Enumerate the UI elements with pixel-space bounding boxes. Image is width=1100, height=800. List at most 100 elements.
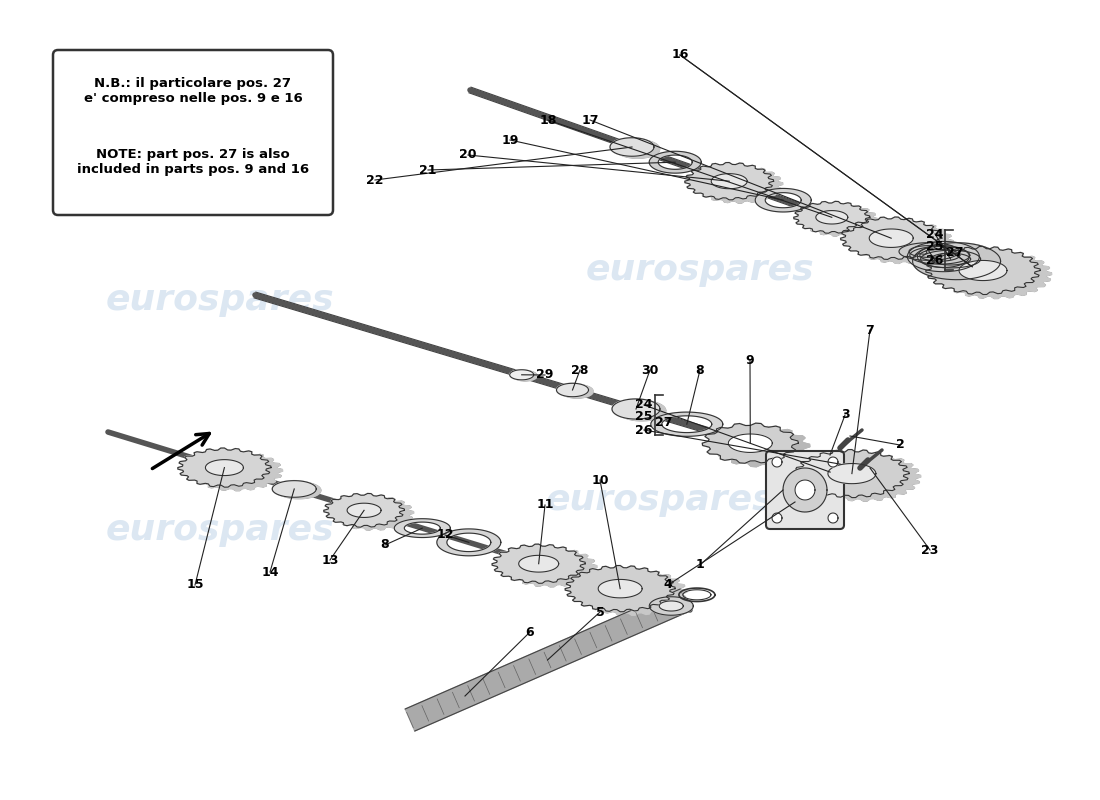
Text: 13: 13 <box>321 554 339 566</box>
Text: 5: 5 <box>595 606 604 618</box>
Text: 7: 7 <box>866 323 874 337</box>
Text: N.B.: il particolare pos. 27
e' compreso nelle pos. 9 e 16: N.B.: il particolare pos. 27 e' compreso… <box>84 77 302 105</box>
Polygon shape <box>273 481 321 498</box>
Polygon shape <box>323 494 405 527</box>
Polygon shape <box>492 544 597 587</box>
Text: 10: 10 <box>592 474 608 486</box>
Polygon shape <box>610 138 660 158</box>
Polygon shape <box>685 162 783 203</box>
Polygon shape <box>926 246 1052 298</box>
Polygon shape <box>504 548 597 587</box>
Text: 23: 23 <box>922 543 938 557</box>
Polygon shape <box>519 555 559 572</box>
Polygon shape <box>323 494 414 530</box>
Polygon shape <box>806 453 921 501</box>
Polygon shape <box>712 174 747 189</box>
Polygon shape <box>795 480 815 500</box>
Polygon shape <box>509 370 537 381</box>
Polygon shape <box>598 579 642 598</box>
Polygon shape <box>910 246 970 264</box>
Polygon shape <box>756 189 811 212</box>
Polygon shape <box>794 202 878 236</box>
Polygon shape <box>557 383 588 397</box>
Polygon shape <box>206 460 243 475</box>
Polygon shape <box>828 457 838 467</box>
Polygon shape <box>189 451 283 490</box>
Text: NOTE: part pos. 27 is also
included in parts pos. 9 and 16: NOTE: part pos. 27 is also included in p… <box>77 148 309 176</box>
Polygon shape <box>492 544 585 583</box>
Text: 4: 4 <box>663 578 672 591</box>
Polygon shape <box>277 482 321 498</box>
Text: 15: 15 <box>186 578 204 591</box>
Text: 8: 8 <box>381 538 389 551</box>
Text: eurospares: eurospares <box>585 253 814 287</box>
Text: 16: 16 <box>671 49 689 62</box>
Text: 24: 24 <box>636 398 652 411</box>
Polygon shape <box>714 426 810 466</box>
Text: eurospares: eurospares <box>106 283 334 317</box>
Text: eurospares: eurospares <box>546 483 774 517</box>
Text: 29: 29 <box>537 369 553 382</box>
Polygon shape <box>694 166 783 203</box>
Polygon shape <box>913 242 1007 282</box>
Polygon shape <box>649 597 693 615</box>
Polygon shape <box>921 250 980 268</box>
Polygon shape <box>649 151 701 173</box>
Polygon shape <box>651 412 723 436</box>
Polygon shape <box>659 601 683 611</box>
Polygon shape <box>937 250 1052 298</box>
Text: 19: 19 <box>502 134 519 146</box>
Polygon shape <box>869 229 913 247</box>
Polygon shape <box>565 566 686 615</box>
Text: 30: 30 <box>641 363 659 377</box>
Polygon shape <box>794 450 909 498</box>
Text: 12: 12 <box>437 529 453 542</box>
Text: 11: 11 <box>537 498 553 511</box>
Text: 27: 27 <box>946 246 964 259</box>
Polygon shape <box>783 468 827 512</box>
Text: 17: 17 <box>581 114 598 126</box>
FancyBboxPatch shape <box>766 451 844 529</box>
Polygon shape <box>840 217 953 263</box>
Text: 8: 8 <box>695 363 704 377</box>
Polygon shape <box>612 399 660 419</box>
Polygon shape <box>702 423 799 463</box>
Text: 25: 25 <box>926 241 944 254</box>
Text: 14: 14 <box>262 566 278 578</box>
Polygon shape <box>794 202 870 234</box>
Polygon shape <box>394 518 450 538</box>
Text: 26: 26 <box>926 254 944 266</box>
Polygon shape <box>908 242 979 272</box>
Text: 6: 6 <box>526 626 535 638</box>
Text: 25: 25 <box>636 410 652 423</box>
Polygon shape <box>610 138 654 156</box>
Polygon shape <box>918 245 1007 282</box>
Polygon shape <box>851 221 953 263</box>
Polygon shape <box>702 423 810 466</box>
Polygon shape <box>273 481 316 498</box>
Text: 21: 21 <box>419 163 437 177</box>
Text: eurospares: eurospares <box>106 513 334 547</box>
Polygon shape <box>794 450 921 501</box>
Polygon shape <box>685 162 773 200</box>
Polygon shape <box>802 204 878 236</box>
Polygon shape <box>728 434 772 453</box>
Polygon shape <box>926 246 1041 294</box>
Polygon shape <box>509 370 534 380</box>
Polygon shape <box>899 242 959 260</box>
Polygon shape <box>772 513 782 523</box>
Polygon shape <box>772 457 782 467</box>
Polygon shape <box>616 140 660 158</box>
Polygon shape <box>557 383 593 398</box>
Text: 9: 9 <box>746 354 755 366</box>
Polygon shape <box>828 513 838 523</box>
Polygon shape <box>333 496 414 530</box>
Polygon shape <box>437 529 501 556</box>
FancyBboxPatch shape <box>53 50 333 215</box>
Polygon shape <box>178 448 271 487</box>
Polygon shape <box>816 210 848 224</box>
Text: 24: 24 <box>926 227 944 241</box>
Polygon shape <box>618 401 666 421</box>
Polygon shape <box>913 242 1001 280</box>
Text: 3: 3 <box>840 409 849 422</box>
